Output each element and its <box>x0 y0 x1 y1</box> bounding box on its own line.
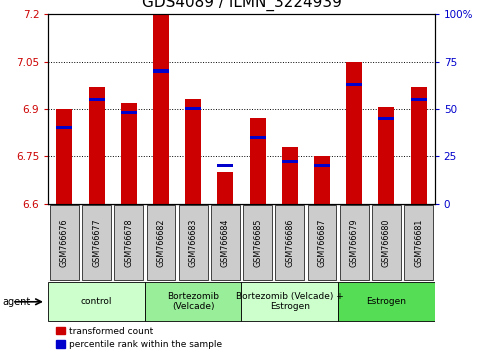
Bar <box>314 164 330 167</box>
Bar <box>378 107 395 204</box>
Bar <box>114 205 143 280</box>
Bar <box>242 282 338 321</box>
Bar <box>88 98 105 101</box>
Text: GSM766679: GSM766679 <box>350 218 359 267</box>
Bar <box>282 160 298 164</box>
Bar <box>153 14 169 204</box>
Bar <box>340 205 369 280</box>
Text: Bortezomib (Velcade) +
Estrogen: Bortezomib (Velcade) + Estrogen <box>236 292 344 312</box>
Bar <box>153 69 169 73</box>
Bar <box>217 164 233 167</box>
Bar <box>185 99 201 204</box>
Bar <box>250 118 266 204</box>
Bar <box>88 87 105 204</box>
Text: GSM766680: GSM766680 <box>382 218 391 267</box>
Bar <box>121 103 137 204</box>
Bar <box>50 205 79 280</box>
Bar <box>372 205 401 280</box>
Text: GSM766683: GSM766683 <box>189 218 198 267</box>
Bar <box>411 98 426 101</box>
Bar <box>211 205 240 280</box>
Legend: transformed count, percentile rank within the sample: transformed count, percentile rank withi… <box>53 323 226 353</box>
Text: Estrogen: Estrogen <box>367 297 406 306</box>
Bar <box>411 87 426 204</box>
Bar <box>146 205 175 280</box>
Bar <box>57 109 72 204</box>
Bar <box>57 126 72 129</box>
Text: control: control <box>81 297 113 306</box>
Text: GSM766676: GSM766676 <box>60 218 69 267</box>
Bar <box>282 147 298 204</box>
Bar <box>145 282 242 321</box>
Bar <box>378 117 395 120</box>
Text: agent: agent <box>2 297 30 307</box>
Text: GSM766684: GSM766684 <box>221 218 230 267</box>
Text: GSM766681: GSM766681 <box>414 218 423 267</box>
Bar <box>346 62 362 204</box>
Text: GSM766677: GSM766677 <box>92 218 101 267</box>
Bar <box>250 136 266 139</box>
Text: GSM766685: GSM766685 <box>253 218 262 267</box>
Bar <box>346 82 362 86</box>
Bar <box>338 282 435 321</box>
Text: GSM766687: GSM766687 <box>317 218 327 267</box>
Bar <box>82 205 111 280</box>
Bar <box>275 205 304 280</box>
Bar <box>179 205 208 280</box>
Bar <box>404 205 433 280</box>
Bar <box>121 111 137 114</box>
Text: Bortezomib
(Velcade): Bortezomib (Velcade) <box>167 292 219 312</box>
Title: GDS4089 / ILMN_3224939: GDS4089 / ILMN_3224939 <box>142 0 341 11</box>
Bar <box>217 172 233 204</box>
Bar <box>314 156 330 204</box>
Text: GSM766682: GSM766682 <box>156 218 166 267</box>
Text: GSM766678: GSM766678 <box>124 218 133 267</box>
Bar <box>48 282 145 321</box>
Bar <box>185 107 201 110</box>
Bar <box>308 205 337 280</box>
Bar <box>243 205 272 280</box>
Text: GSM766686: GSM766686 <box>285 218 294 267</box>
